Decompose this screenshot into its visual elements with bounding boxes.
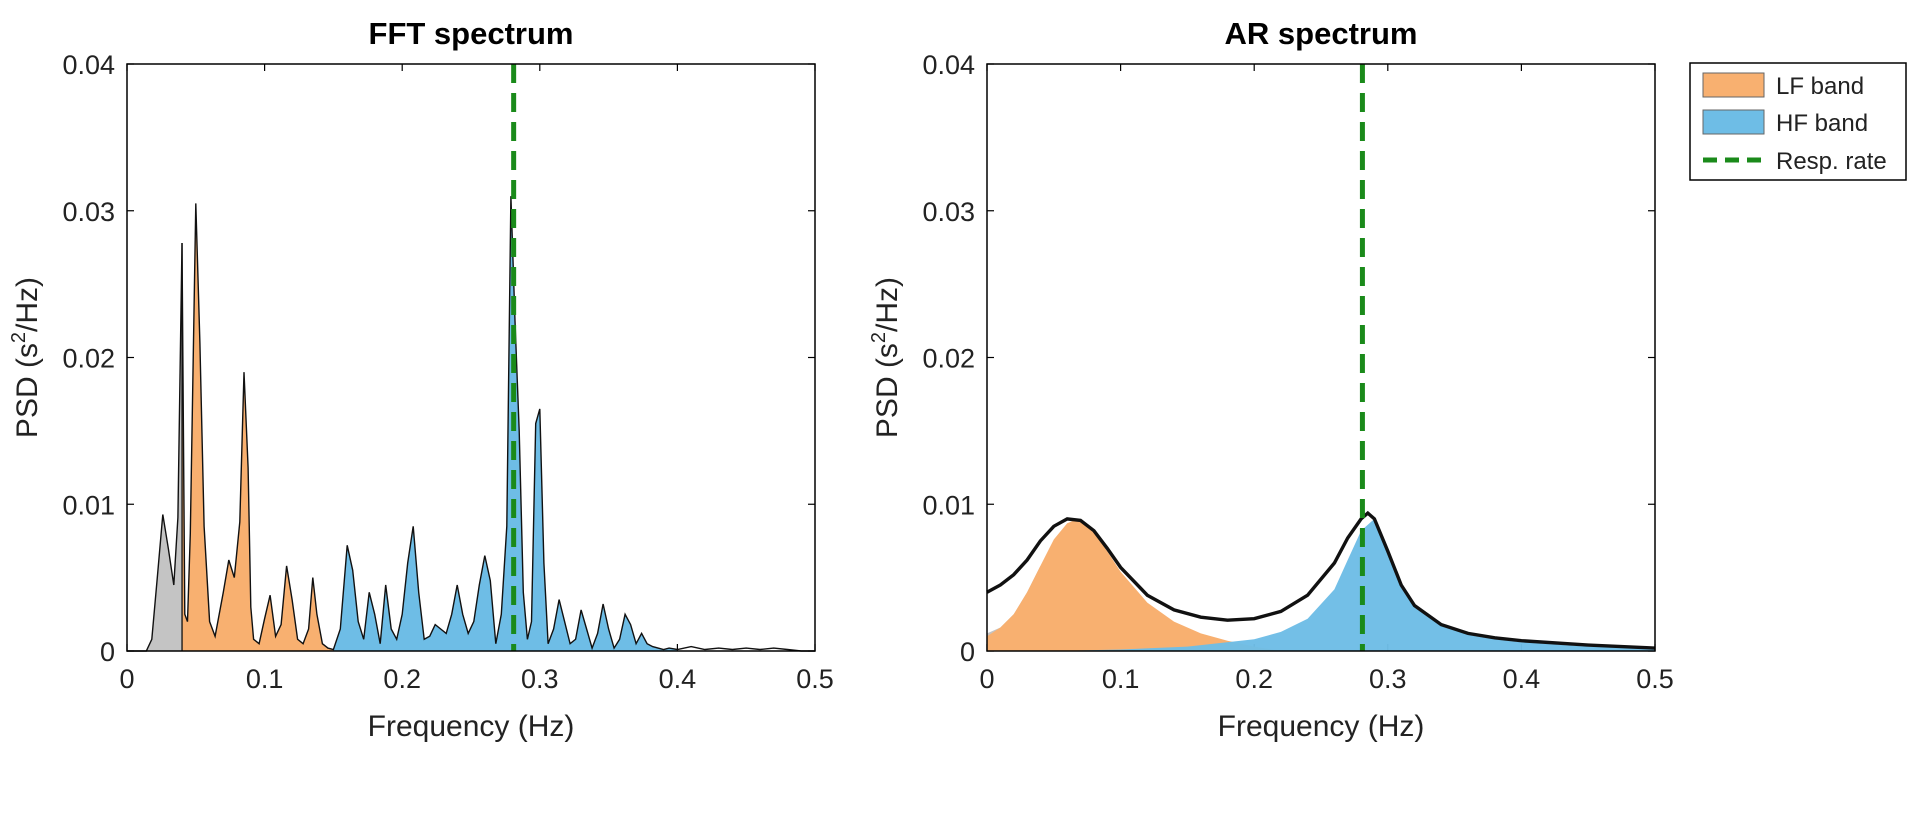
lf-area xyxy=(987,518,1281,651)
y-tick-label: 0.01 xyxy=(922,490,975,520)
x-tick-label: 0.4 xyxy=(1503,664,1541,694)
legend-label: LF band xyxy=(1776,73,1864,100)
x-tick-label: 0 xyxy=(119,664,134,694)
y-axis-label-superscript: 2 xyxy=(8,332,30,343)
x-tick-label: 0.5 xyxy=(1636,664,1674,694)
x-axis-label: Frequency (Hz) xyxy=(1218,710,1425,743)
psd-curve xyxy=(127,196,815,652)
y-axis-label-part: PSD (s xyxy=(871,343,904,438)
lf-area xyxy=(182,203,334,651)
y-axis-label: PSD (s2/Hz) xyxy=(8,277,44,438)
legend-label: HF band xyxy=(1776,110,1868,137)
legend-label: Resp. rate xyxy=(1776,148,1887,175)
hf-area xyxy=(333,196,678,651)
y-axis-label-superscript: 2 xyxy=(868,332,890,343)
x-tick-label: 0.5 xyxy=(796,664,834,694)
legend: LF band HF band Resp. rate xyxy=(1689,62,1907,181)
y-axis-label-part: /Hz) xyxy=(11,277,44,332)
x-tick-label: 0.3 xyxy=(521,664,559,694)
x-tick-label: 0.1 xyxy=(246,664,284,694)
vlf-area xyxy=(127,243,182,651)
fft-panel: FFT spectrum 0 0.1 0.2 0.3 0.4 0.5 0 0.01 0.02 0.0… xyxy=(8,16,834,743)
hf-area xyxy=(1053,518,1655,651)
chart-title: FFT spectrum xyxy=(369,16,574,51)
y-axis-label-part: /Hz) xyxy=(871,277,904,332)
y-axis-label-part: PSD (s xyxy=(11,343,44,438)
x-tick-label: 0.3 xyxy=(1369,664,1407,694)
axes-frame xyxy=(126,63,816,652)
y-tick-label: 0.01 xyxy=(62,490,115,520)
x-tick-label: 0.2 xyxy=(383,664,421,694)
y-tick-label: 0.02 xyxy=(922,344,975,374)
y-tick-label: 0.03 xyxy=(922,197,975,227)
y-tick-label: 0 xyxy=(960,637,975,667)
x-tick-label: 0.2 xyxy=(1235,664,1273,694)
legend-swatch xyxy=(1702,72,1765,98)
x-tick-label: 0.1 xyxy=(1102,664,1140,694)
axes-frame xyxy=(986,63,1656,652)
x-axis-label: Frequency (Hz) xyxy=(368,710,575,743)
chart-title: AR spectrum xyxy=(1225,16,1418,51)
x-tick-label: 0.4 xyxy=(659,664,697,694)
y-tick-label: 0.04 xyxy=(922,50,975,80)
ar-panel: AR spectrum 0 0.1 0.2 0.3 0.4 0.5 0 0.01 0.02 0.03… xyxy=(868,16,1674,743)
x-tick-label: 0 xyxy=(979,664,994,694)
y-tick-label: 0 xyxy=(100,637,115,667)
y-axis-label: PSD (s2/Hz) xyxy=(868,277,904,438)
y-tick-label: 0.04 xyxy=(62,50,115,80)
y-tick-label: 0.02 xyxy=(62,344,115,374)
legend-swatch xyxy=(1702,109,1765,135)
y-tick-label: 0.03 xyxy=(62,197,115,227)
psd-curve xyxy=(986,510,1656,650)
